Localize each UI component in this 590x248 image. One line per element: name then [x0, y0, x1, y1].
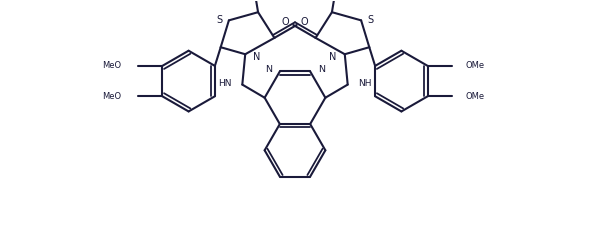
Text: S: S — [368, 15, 373, 25]
Text: OMe: OMe — [465, 62, 484, 70]
Text: N: N — [329, 52, 337, 62]
Text: NH: NH — [358, 79, 372, 88]
Text: N: N — [318, 64, 325, 74]
Text: MeO: MeO — [102, 92, 122, 101]
Text: HN: HN — [218, 79, 232, 88]
Text: N: N — [266, 64, 272, 74]
Text: MeO: MeO — [102, 62, 122, 70]
Text: O: O — [282, 17, 290, 27]
Text: S: S — [217, 15, 222, 25]
Text: N: N — [253, 52, 261, 62]
Text: OMe: OMe — [465, 92, 484, 101]
Text: O: O — [300, 17, 308, 27]
